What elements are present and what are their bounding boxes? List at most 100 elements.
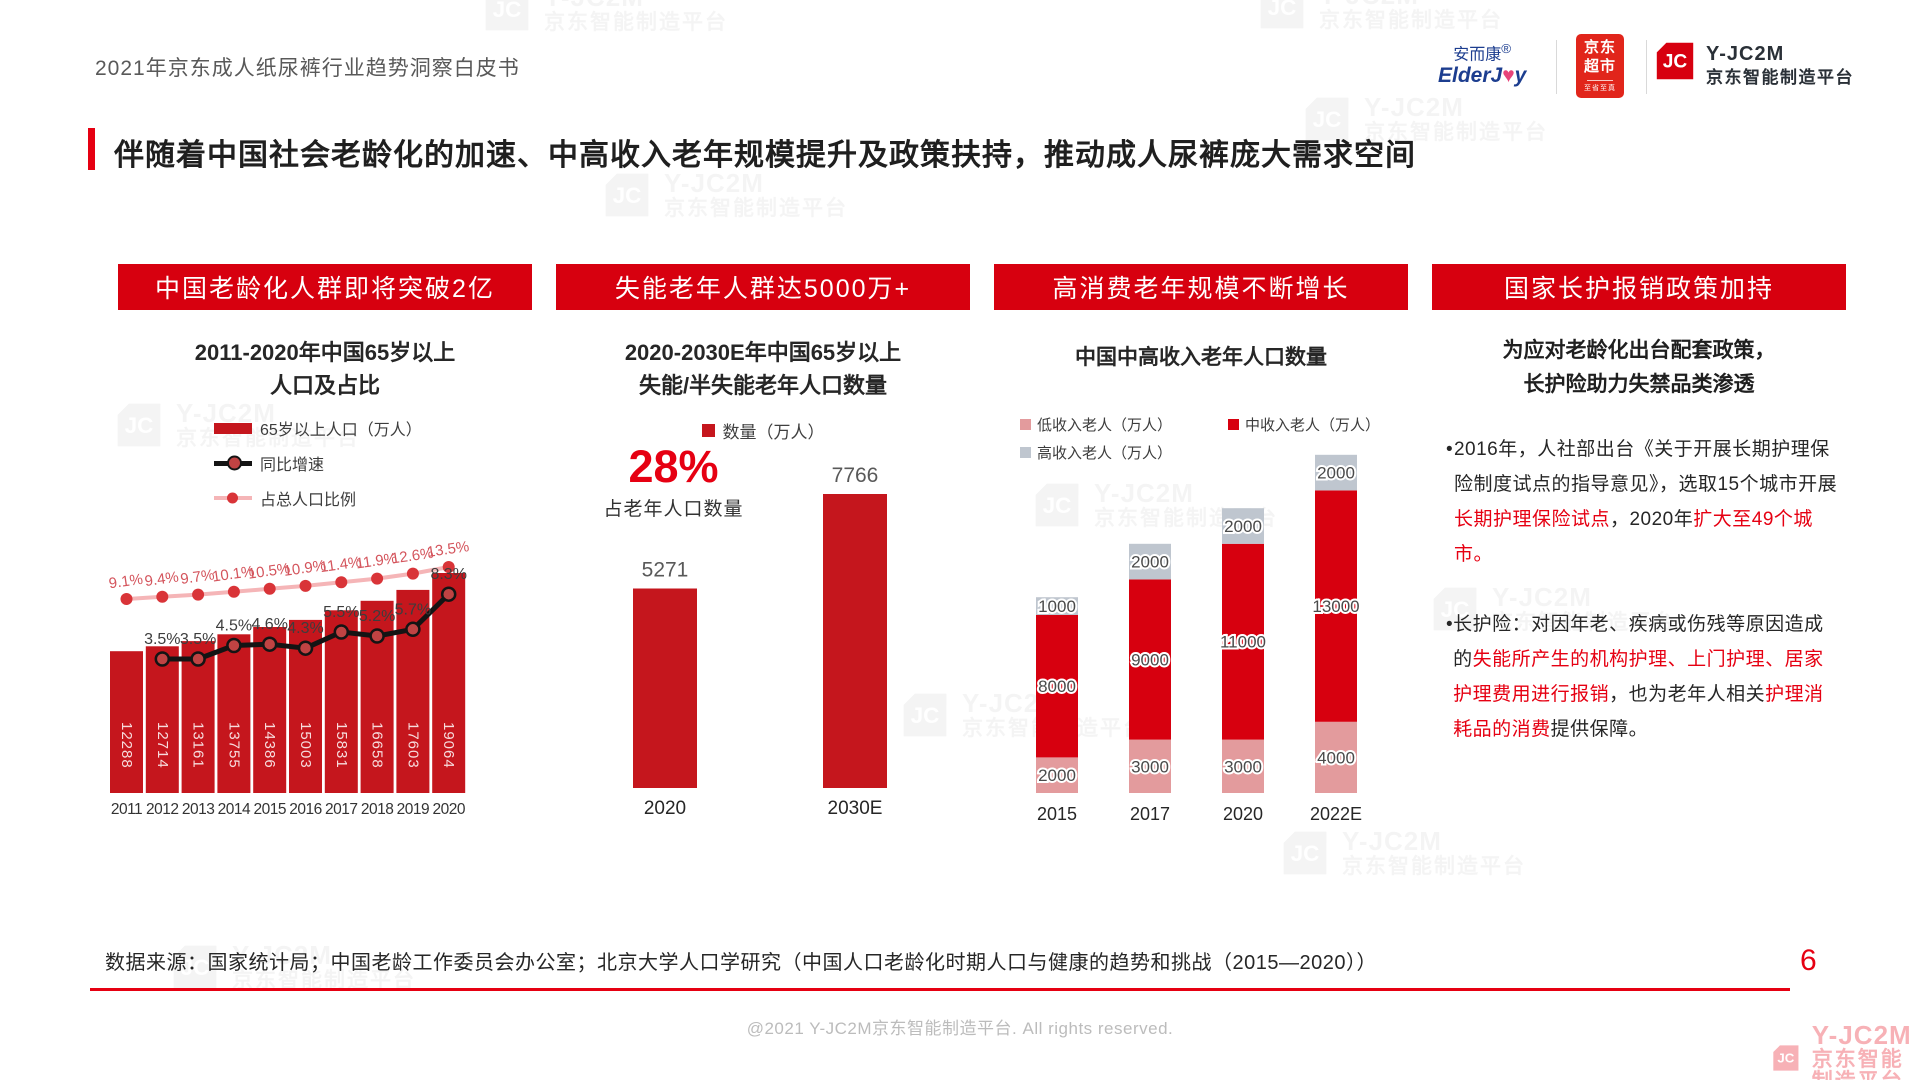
growth-point-label: 5.5% xyxy=(323,604,359,621)
bar-value-label: 5271 xyxy=(642,559,689,582)
x-axis-label: 2012 xyxy=(146,801,178,818)
segment-value-label: 3000 xyxy=(1131,757,1169,776)
jc2m-watermark-icon xyxy=(480,0,534,36)
legend-swatch xyxy=(214,492,252,504)
growth-point xyxy=(333,624,350,640)
watermark: Y-JC2M京东智能制造平台 xyxy=(480,0,728,36)
section-disabled-elderly: 失能老年人群达5000万+ 2020-2030E年中国65岁以上 失能/半失能老… xyxy=(556,264,970,864)
stack-segment xyxy=(1036,597,1078,615)
share-point xyxy=(156,590,169,603)
segment-value-label: 8000 xyxy=(1038,677,1076,696)
section-banner: 失能老年人群达5000万+ xyxy=(556,264,970,310)
bar-value-label: 19064 xyxy=(440,722,457,769)
share-point-label: 12.6% xyxy=(390,545,434,568)
share-line xyxy=(126,565,450,601)
watermark: Y-JC2M京东智能制造平台 xyxy=(600,168,848,222)
share-point xyxy=(120,593,133,605)
section-banner: 高消费老年规模不断增长 xyxy=(994,264,1408,310)
legend-swatch xyxy=(1228,419,1239,430)
chart1-plot: 9.1% 9.4% 9.7% 10.1% 10.5% 10.9% 11.4% 11.9% 12.… xyxy=(100,538,472,847)
chart3-title: 中国中高收入老年人口数量 xyxy=(1075,346,1327,369)
growth-point-label: 3.5% xyxy=(180,631,216,648)
segment-value-label: 4000 xyxy=(1317,748,1355,767)
jc2m-logo-icon xyxy=(1652,38,1698,84)
legend-item-high-income: 高收入老人（万人） xyxy=(1020,442,1228,463)
growth-point-label: 5.2% xyxy=(359,608,395,625)
legend-swatch xyxy=(1020,447,1031,458)
legend-swatch xyxy=(214,422,252,434)
growth-point xyxy=(154,651,171,667)
x-axis-label: 2015 xyxy=(1037,804,1077,824)
x-axis-label: 2020 xyxy=(644,798,686,819)
segment-value-label: 2000 xyxy=(1224,517,1262,536)
chart3-plot: 2000 8000 1000 2015 3000 9000 2000 2017 3000 1100… xyxy=(994,428,1408,837)
x-axis-label: 2011 xyxy=(111,801,142,818)
page-number: 6 xyxy=(1800,944,1817,977)
jc2m-watermark-icon xyxy=(1255,0,1309,34)
bar-value-label: 13161 xyxy=(190,722,207,769)
stack-segment xyxy=(1129,579,1171,740)
chart2-title: 2020-2030E年中国65岁以上 失能/半失能老年人口数量 xyxy=(624,340,902,398)
stack-segment xyxy=(1222,739,1264,793)
chart2-svg: 5271 2020 7766 2030E xyxy=(633,464,887,819)
legend-label: 中收入老人（万人） xyxy=(1245,417,1381,434)
chart1-title: 2011-2020年中国65岁以上 人口及占比 xyxy=(194,340,456,398)
legend-label: 低收入老人（万人） xyxy=(1037,417,1173,434)
bar xyxy=(110,651,143,793)
plain-text: ，2020年 xyxy=(1609,509,1694,531)
share-point xyxy=(335,576,348,589)
x-axis-label: 2015 xyxy=(253,801,285,818)
share-point xyxy=(406,567,419,580)
growth-point xyxy=(261,636,278,652)
stack-segment xyxy=(1129,739,1171,793)
elderjoy-en-text: ElderJ♥y xyxy=(1438,63,1527,87)
chart2-legend: 数量（万人） xyxy=(556,418,970,443)
growth-point-label: 4.3% xyxy=(287,620,323,637)
registered-mark: ® xyxy=(1501,41,1512,56)
growth-point xyxy=(190,651,206,667)
plain-text: 2016年，人社部出台《关于开展长期护理保险制度试点的指导意见》，选取15个城市… xyxy=(1453,439,1838,496)
bar xyxy=(432,573,466,793)
chart3-legend: 低收入老人（万人） 中收入老人（万人） 高收入老人（万人） xyxy=(1020,414,1380,463)
legend-item-mid-income: 中收入老人（万人） xyxy=(1228,414,1380,435)
legend-label: 65岁以上人口（万人） xyxy=(260,422,422,439)
legend-item-growth: 同比增速 xyxy=(214,451,422,475)
bullet-marker: • xyxy=(1446,613,1453,635)
legend-item-share: 占总人口比例 xyxy=(214,486,422,510)
chart2-plot: 5271 2020 7766 2030E xyxy=(556,458,970,835)
policy-bullets: • 2016年，人社部出台《关于开展长期护理保险制度试点的指导意见》，选取15个城… xyxy=(1446,432,1838,781)
legend-swatch xyxy=(1020,419,1031,430)
stack-segment xyxy=(1315,721,1357,793)
x-axis-label: 2018 xyxy=(361,801,393,818)
callout-label: 占老年人口数量 xyxy=(603,498,744,520)
policy-bullet: • 2016年，人社部出台《关于开展长期护理保险制度试点的指导意见》，选取15个城… xyxy=(1446,432,1838,573)
elderjoy-logo: 安而康® ElderJ♥y xyxy=(1438,41,1527,87)
highlighted-text: 长期护理保险试点 xyxy=(1453,509,1610,531)
policy-title: 为应对老龄化出台配套政策， 长护险助力失禁品类渗透 xyxy=(1502,339,1776,396)
plain-text: 提供保障。 xyxy=(1550,718,1649,740)
watermark: Y-JC2M京东智能制造平台 xyxy=(1255,0,1503,34)
doc-title: 2021年京东成人纸尿裤行业趋势洞察白皮书 xyxy=(95,57,520,80)
watermark-text: Y-JC2M京东智能制造平台 xyxy=(544,0,728,34)
bar xyxy=(324,610,358,793)
segment-value-label: 9000 xyxy=(1131,651,1169,670)
jd-supermarket-logo: 京东 超市 至省至真 xyxy=(1576,34,1624,98)
x-axis-label: 2030E xyxy=(828,798,883,819)
legend-swatch xyxy=(701,424,715,437)
share-point-label: 9.1% xyxy=(108,571,144,593)
share-point-label: 9.4% xyxy=(144,569,180,591)
share-point xyxy=(299,579,312,592)
x-axis-label: 2019 xyxy=(397,801,429,818)
stack-segment xyxy=(1129,543,1171,580)
stack-segment xyxy=(1036,615,1078,758)
bar xyxy=(217,634,251,793)
chart1-legend: 65岁以上人口（万人） 同比增速占总人口比例 xyxy=(214,416,422,510)
logo-divider xyxy=(1556,40,1557,94)
share-point-label: 11.4% xyxy=(319,554,362,577)
section-banner: 中国老龄化人群即将突破2亿 xyxy=(118,264,532,310)
heart-icon: ♥ xyxy=(1502,63,1515,87)
x-axis-label: 2014 xyxy=(218,801,251,818)
bar-value-label: 12288 xyxy=(118,722,135,769)
data-source-note: 数据来源：国家统计局；中国老龄工作委员会办公室；北京大学人口学研究（中国人口老龄… xyxy=(105,952,1377,974)
bullet-marker: • xyxy=(1446,439,1453,460)
